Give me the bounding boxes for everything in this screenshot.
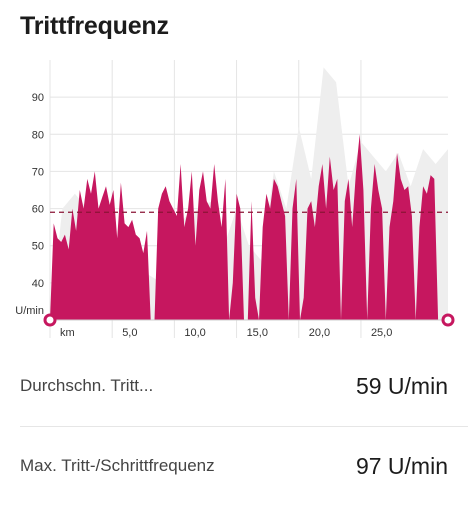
y-tick-label: 80 xyxy=(32,129,44,141)
range-end-handle[interactable] xyxy=(441,313,455,327)
avg-cadence-row: Durchschn. Tritt... 59 U/min xyxy=(20,366,448,406)
x-tick-label: 5,0 xyxy=(122,327,137,339)
avg-cadence-value: 59 U/min xyxy=(355,372,448,399)
series-cadence-area xyxy=(50,134,446,320)
cadence-chart-svg[interactable]: 40 50 60 70 80 90 U/min km 5,0 10,0 15,0 20,0 25,0 xyxy=(0,52,468,344)
max-cadence-value: 97 U/min xyxy=(355,452,448,479)
y-tick-label: 70 xyxy=(32,166,44,178)
x-tick-label: 20,0 xyxy=(309,327,330,339)
y-axis-unit-label: U/min xyxy=(15,305,44,317)
max-cadence-label: Max. Tritt-/Schrittfrequenz xyxy=(20,456,215,475)
y-tick-label: 40 xyxy=(32,278,44,290)
y-tick-label: 60 xyxy=(32,204,44,216)
x-axis-unit-label: km xyxy=(60,327,75,339)
divider xyxy=(20,426,468,427)
cadence-chart[interactable]: 40 50 60 70 80 90 U/min km 5,0 10,0 15,0 20,0 25,0 xyxy=(0,52,468,344)
x-tick-label: 15,0 xyxy=(247,327,268,339)
page-title: Trittfrequenz xyxy=(20,12,169,40)
y-tick-label: 50 xyxy=(32,241,44,253)
y-tick-label: 90 xyxy=(32,92,44,104)
range-start-handle[interactable] xyxy=(43,313,57,327)
x-tick-label: 10,0 xyxy=(184,327,205,339)
avg-cadence-label: Durchschn. Tritt... xyxy=(20,376,154,395)
x-tick-label: 25,0 xyxy=(371,327,392,339)
max-cadence-row: Max. Tritt-/Schrittfrequenz 97 U/min xyxy=(20,446,448,486)
